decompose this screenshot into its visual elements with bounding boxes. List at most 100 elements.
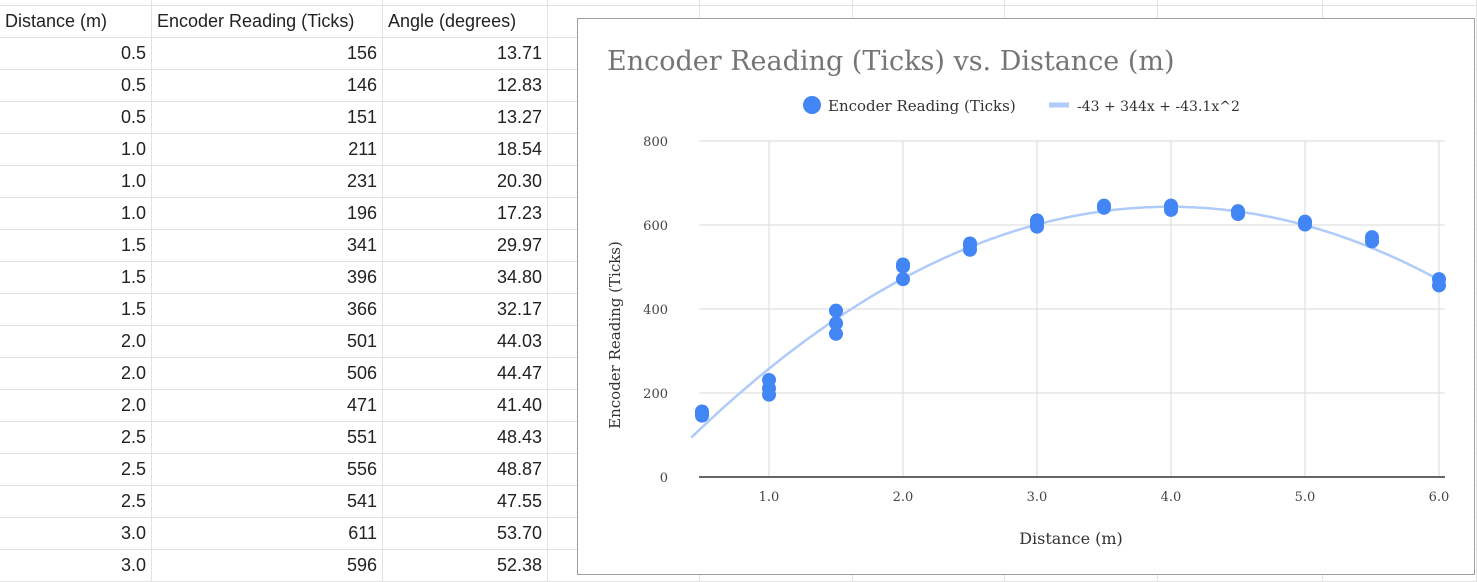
data-point <box>762 387 776 402</box>
data-cell[interactable]: 196 <box>152 198 383 230</box>
data-cell[interactable]: 1.0 <box>0 134 152 166</box>
data-cell[interactable]: 12.83 <box>383 70 548 102</box>
empty-cell[interactable] <box>1323 0 1477 6</box>
data-cell[interactable]: 556 <box>152 454 383 486</box>
data-cell[interactable]: 47.55 <box>383 486 548 518</box>
empty-cell[interactable] <box>1005 0 1158 6</box>
data-cell[interactable]: 1.5 <box>0 262 152 294</box>
empty-cell[interactable] <box>383 0 548 6</box>
data-cell[interactable]: 32.17 <box>383 294 548 326</box>
data-cell[interactable]: 396 <box>152 262 383 294</box>
data-point <box>896 257 910 272</box>
data-cell[interactable]: 1.0 <box>0 198 152 230</box>
data-cell[interactable]: 0.5 <box>0 70 152 102</box>
chart-title: Encoder Reading (Ticks) vs. Distance (m) <box>607 46 1175 77</box>
legend-marker-points <box>803 96 821 114</box>
empty-cell[interactable] <box>152 0 383 6</box>
data-cell[interactable]: 13.27 <box>383 102 548 134</box>
header-cell[interactable]: Angle (degrees) <box>383 6 548 38</box>
data-cell[interactable]: 501 <box>152 326 383 358</box>
empty-cell[interactable] <box>700 0 853 6</box>
data-cell[interactable]: 146 <box>152 70 383 102</box>
x-tick-label: 3.0 <box>1027 490 1048 505</box>
chart-gridlines <box>699 140 1445 477</box>
data-cell[interactable]: 156 <box>152 38 383 70</box>
data-point <box>829 316 843 331</box>
data-cell[interactable]: 44.47 <box>383 358 548 390</box>
data-cell[interactable]: 2.5 <box>0 486 152 518</box>
data-point <box>1298 214 1312 229</box>
empty-cell[interactable] <box>1158 0 1323 6</box>
empty-cell[interactable] <box>0 0 152 6</box>
empty-cell[interactable] <box>548 0 700 6</box>
data-cell[interactable]: 3.0 <box>0 518 152 550</box>
data-cell[interactable]: 18.54 <box>383 134 548 166</box>
legend-label-points: Encoder Reading (Ticks) <box>828 97 1016 115</box>
data-point <box>1097 198 1111 213</box>
data-cell[interactable]: 551 <box>152 422 383 454</box>
data-cell[interactable]: 611 <box>152 518 383 550</box>
data-cell[interactable]: 231 <box>152 166 383 198</box>
data-cell[interactable]: 0.5 <box>0 102 152 134</box>
data-cell[interactable]: 3.0 <box>0 550 152 582</box>
data-cell[interactable]: 1.5 <box>0 294 152 326</box>
chart-trendline <box>690 205 1443 439</box>
embedded-chart[interactable]: Encoder Reading (Ticks) vs. Distance (m)… <box>577 18 1475 575</box>
chart-axes: 0 200 400 600 800 1.0 2.0 3.0 4.0 5.0 6.0 <box>643 135 1449 505</box>
x-tick-label: 6.0 <box>1429 490 1450 505</box>
data-cell[interactable]: 34.80 <box>383 262 548 294</box>
trendline-curve <box>690 205 1443 439</box>
chart-canvas: Encoder Reading (Ticks) vs. Distance (m)… <box>606 46 1449 548</box>
legend-label-trendline: -43 + 344x + -43.1x^2 <box>1077 99 1240 115</box>
data-point <box>695 406 709 421</box>
data-cell[interactable]: 506 <box>152 358 383 390</box>
data-point <box>1365 230 1379 245</box>
x-tick-label: 5.0 <box>1295 490 1316 505</box>
data-cell[interactable]: 29.97 <box>383 230 548 262</box>
data-cell[interactable]: 41.40 <box>383 390 548 422</box>
data-cell[interactable]: 596 <box>152 550 383 582</box>
data-point <box>829 303 843 318</box>
data-cell[interactable]: 2.0 <box>0 358 152 390</box>
data-cell[interactable]: 13.71 <box>383 38 548 70</box>
data-cell[interactable]: 1.5 <box>0 230 152 262</box>
empty-cell[interactable] <box>853 0 1005 6</box>
y-axis-title: Encoder Reading (Ticks) <box>606 241 624 429</box>
data-cell[interactable]: 2.0 <box>0 326 152 358</box>
data-cell[interactable]: 48.43 <box>383 422 548 454</box>
x-tick-label: 2.0 <box>893 490 914 505</box>
data-cell[interactable]: 44.03 <box>383 326 548 358</box>
data-cell[interactable]: 1.0 <box>0 166 152 198</box>
data-cell[interactable]: 52.38 <box>383 550 548 582</box>
data-point <box>896 272 910 287</box>
chart-legend[interactable]: Encoder Reading (Ticks) -43 + 344x + -43… <box>803 96 1240 115</box>
x-axis-title: Distance (m) <box>1019 529 1123 548</box>
data-point <box>1030 216 1044 231</box>
data-cell[interactable]: 2.5 <box>0 454 152 486</box>
chart-points <box>695 198 1446 423</box>
data-cell[interactable]: 2.0 <box>0 390 152 422</box>
data-point <box>829 326 843 341</box>
data-cell[interactable]: 366 <box>152 294 383 326</box>
y-tick-label: 0 <box>660 471 668 486</box>
data-point <box>1164 198 1178 213</box>
header-cell[interactable]: Distance (m) <box>0 6 152 38</box>
data-cell[interactable]: 541 <box>152 486 383 518</box>
data-cell[interactable]: 2.5 <box>0 422 152 454</box>
y-tick-label: 600 <box>643 219 668 234</box>
data-cell[interactable]: 341 <box>152 230 383 262</box>
data-point <box>963 242 977 257</box>
header-cell[interactable]: Encoder Reading (Ticks) <box>152 6 383 38</box>
data-cell[interactable]: 0.5 <box>0 38 152 70</box>
data-cell[interactable]: 17.23 <box>383 198 548 230</box>
data-cell[interactable]: 211 <box>152 134 383 166</box>
data-cell[interactable]: 471 <box>152 390 383 422</box>
data-point <box>1432 272 1446 287</box>
data-cell[interactable]: 53.70 <box>383 518 548 550</box>
y-tick-label: 800 <box>643 135 668 150</box>
x-tick-label: 1.0 <box>759 490 780 505</box>
data-point <box>1231 204 1245 219</box>
data-cell[interactable]: 20.30 <box>383 166 548 198</box>
data-cell[interactable]: 48.87 <box>383 454 548 486</box>
data-cell[interactable]: 151 <box>152 102 383 134</box>
